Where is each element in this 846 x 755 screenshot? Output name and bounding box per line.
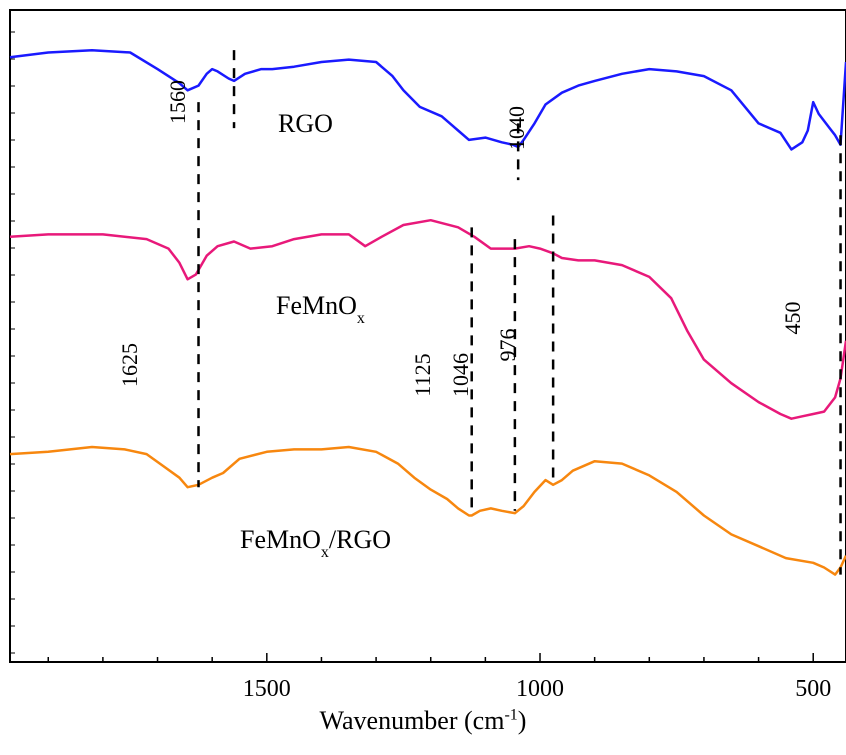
- x-axis: 1500 1000 500: [10, 31, 831, 702]
- series-line-femnox: [9, 218, 846, 420]
- annotation-layer: 1625 1560 1125 1046 1040 976 450 RGO FeMnOx FeMnO…: [117, 80, 805, 561]
- x-axis-title: Wavenumber (cm-1): [0, 706, 846, 736]
- peak-label-976: 976: [495, 329, 520, 362]
- peak-label-1125: 1125: [410, 353, 435, 396]
- peak-label-1040: 1040: [504, 106, 529, 150]
- series-label-femnox: FeMnOx: [276, 291, 365, 327]
- x-tick-label: 1000: [516, 676, 564, 702]
- x-axis-title-superscript: -1: [504, 706, 518, 724]
- x-tick-label: 500: [795, 676, 831, 702]
- plot-frame: [9, 9, 846, 663]
- peak-label-450: 450: [780, 302, 805, 335]
- series-label-femnox-rgo: FeMnOx/RGO: [240, 525, 391, 561]
- peak-label-1625: 1625: [117, 343, 142, 387]
- dashed-marker-layer: [197, 50, 842, 575]
- series-layer: [9, 48, 846, 576]
- x-tick-label: 1500: [243, 676, 291, 702]
- series-line-rgo: [9, 48, 846, 151]
- x-axis-title-suffix: ): [517, 706, 527, 735]
- series-label-rgo: RGO: [278, 109, 333, 138]
- series-line-femnox-rgo: [9, 445, 846, 576]
- x-axis-title-main: Wavenumber (cm: [319, 706, 505, 735]
- peak-label-1560: 1560: [165, 80, 190, 124]
- peak-label-1046: 1046: [448, 353, 473, 397]
